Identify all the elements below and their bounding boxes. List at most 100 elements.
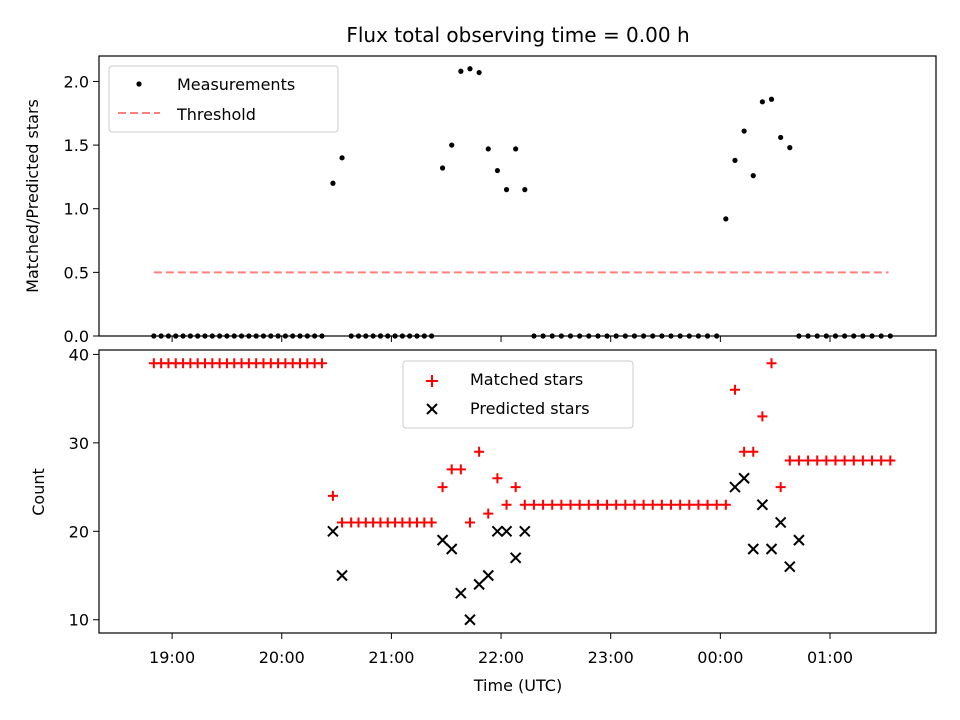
matched-star-point: [519, 499, 530, 510]
bottom-xtick-label: 01:00: [807, 648, 853, 667]
matched-star-point: [647, 499, 658, 510]
bottom-xtick-label: 21:00: [368, 648, 414, 667]
legend-matched-label: Matched stars: [470, 370, 583, 389]
matched-star-point: [492, 473, 503, 484]
legend-measurement-marker: [136, 81, 142, 87]
measurement-point: [494, 167, 500, 174]
legend-predicted-marker: [426, 403, 438, 415]
matched-star-point: [528, 499, 539, 510]
predicted-star-point: [784, 560, 796, 573]
predicted-star-point: [738, 472, 750, 484]
bottom-xtick-label: 22:00: [478, 648, 524, 667]
bottom-ytick-label: 40: [69, 345, 89, 364]
predicted-star-point: [747, 543, 759, 555]
top-ytick-label: 1.5: [64, 136, 89, 155]
matched-star-point: [316, 358, 327, 369]
predicted-star-point: [793, 534, 805, 546]
measurement-point: [741, 128, 747, 134]
top-ytick-label: 0.0: [64, 327, 89, 346]
measurement-point: [768, 96, 775, 102]
predicted-star-point: [473, 578, 485, 591]
matched-star-point: [620, 499, 631, 510]
predicted-star-point: [729, 481, 741, 493]
matched-star-point: [611, 499, 622, 510]
measurement-point: [759, 99, 765, 105]
measurement-point: [339, 155, 345, 161]
matched-star-point: [474, 446, 485, 457]
matched-star-point: [803, 455, 814, 466]
predicted-star-point: [774, 516, 787, 529]
matched-star-point: [693, 499, 704, 510]
measurement-point: [750, 173, 756, 179]
matched-star-point: [766, 358, 777, 369]
matched-star-point: [583, 499, 594, 510]
predicted-star-point: [509, 552, 522, 564]
matched-star-point: [547, 499, 558, 510]
matched-star-point: [784, 455, 795, 466]
predicted-star-point: [765, 543, 778, 555]
matched-star-point: [437, 482, 448, 493]
matched-points: [148, 358, 896, 528]
matched-star-point: [592, 499, 603, 510]
bottom-axes-frame: [98, 349, 937, 634]
legend-matched-marker: [426, 375, 438, 387]
matched-star-point: [675, 499, 686, 510]
measurement-point: [503, 187, 510, 193]
top-ytick-label: 0.5: [64, 263, 89, 282]
matched-star-point: [812, 455, 823, 466]
bottom-xtick-label: 23:00: [588, 648, 634, 667]
measurement-point: [476, 69, 482, 76]
matched-star-point: [720, 499, 731, 510]
legend-predicted-label: Predicted stars: [470, 399, 590, 418]
top-legend: Measurements Threshold: [108, 65, 339, 133]
predicted-star-point: [336, 569, 348, 582]
bottom-axis-ticks: 10 20 30 40 19:00 20:00 21:00 22:00 23:00 00:00 01…: [69, 345, 853, 667]
bottom-xtick-label: 00:00: [697, 648, 743, 667]
predicted-star-point: [482, 569, 494, 582]
matched-star-point: [446, 464, 457, 475]
legend-measurements-label: Measurements: [177, 75, 295, 94]
matched-star-point: [629, 499, 640, 510]
predicted-star-point: [446, 543, 458, 555]
matched-star-point: [602, 499, 613, 510]
matched-star-point: [867, 455, 878, 466]
bottom-xtick-label: 20:00: [259, 648, 305, 667]
measurement-point: [787, 145, 793, 151]
bottom-ytick-label: 10: [69, 611, 89, 630]
bottom-legend: Matched stars Predicted stars: [402, 360, 634, 429]
top-axis-ticks: 0.0 0.5 1.0 1.5 2.0: [64, 72, 831, 346]
matched-star-point: [656, 499, 667, 510]
matched-star-point: [501, 499, 512, 510]
matched-star-point: [748, 446, 759, 457]
top-legend-box: [108, 65, 339, 133]
top-ytick-label: 1.0: [64, 200, 89, 219]
predicted-star-point: [464, 614, 476, 626]
predicted-star-point: [519, 525, 531, 538]
matched-star-point: [739, 446, 750, 457]
matched-star-point: [711, 499, 722, 510]
matched-star-point: [857, 455, 868, 466]
matched-star-point: [876, 455, 887, 466]
measurement-point: [723, 216, 729, 222]
count-panel: Count Time (UTC) 10 20 30 40 19:00 20:00 21:00…: [29, 345, 937, 695]
matched-star-point: [574, 499, 585, 510]
predicted-star-point: [491, 525, 504, 538]
matched-star-point: [327, 490, 338, 501]
matched-star-point: [426, 517, 437, 528]
matched-star-point: [455, 464, 466, 475]
matched-star-point: [666, 499, 677, 510]
matched-star-point: [793, 455, 804, 466]
matched-star-point: [483, 508, 494, 519]
matched-star-point: [556, 499, 567, 510]
measurement-point: [467, 66, 473, 72]
top-axes-frame: [98, 55, 937, 337]
top-ytick-label: 2.0: [64, 72, 89, 91]
predicted-star-point: [756, 499, 769, 511]
measurement-point: [513, 146, 519, 152]
matched-star-point: [638, 499, 649, 510]
xlabel: Time (UTC): [473, 676, 562, 695]
predicted-star-point: [455, 587, 467, 599]
matched-star-point: [464, 517, 475, 528]
bottom-ytick-label: 30: [69, 434, 89, 453]
